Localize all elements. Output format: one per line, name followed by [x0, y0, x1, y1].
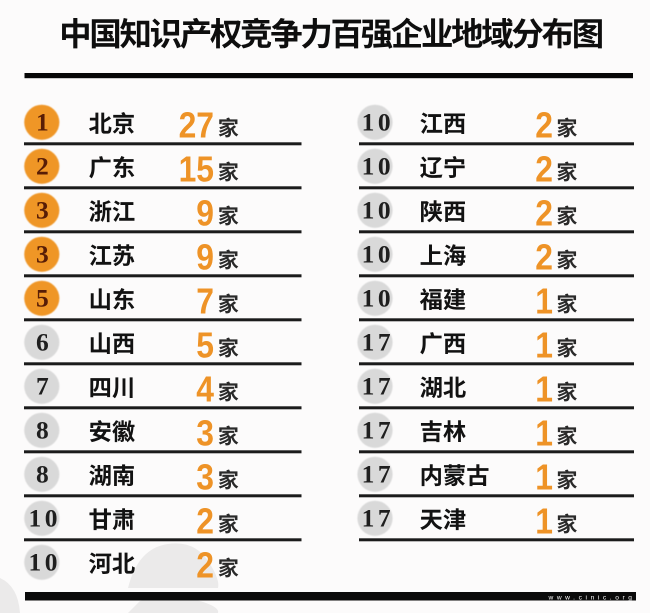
- svg-text:1: 1: [535, 502, 553, 542]
- svg-text:10: 10: [362, 283, 395, 312]
- svg-text:10: 10: [29, 503, 62, 532]
- svg-text:3: 3: [36, 195, 49, 224]
- svg-text:9: 9: [196, 238, 214, 278]
- svg-text:2: 2: [196, 546, 214, 586]
- svg-text:2: 2: [535, 150, 553, 190]
- svg-text:5: 5: [196, 326, 214, 366]
- svg-text:2: 2: [535, 238, 553, 278]
- svg-text:10: 10: [362, 107, 395, 136]
- svg-text:1: 1: [535, 282, 553, 322]
- svg-text:1: 1: [36, 107, 49, 136]
- svg-text:8: 8: [36, 459, 49, 488]
- svg-text:7: 7: [196, 282, 214, 322]
- svg-text:1: 1: [535, 370, 553, 410]
- svg-text:17: 17: [362, 459, 395, 488]
- svg-text:1: 1: [535, 458, 553, 498]
- svg-text:10: 10: [29, 547, 62, 576]
- svg-text:27: 27: [179, 106, 214, 146]
- svg-text:3: 3: [196, 414, 214, 454]
- svg-text:6: 6: [36, 327, 49, 356]
- svg-text:10: 10: [362, 239, 395, 268]
- svg-text:15: 15: [179, 150, 214, 190]
- svg-text:7: 7: [36, 371, 49, 400]
- svg-text:3: 3: [36, 239, 49, 268]
- svg-text:1: 1: [535, 414, 553, 454]
- svg-text:17: 17: [362, 503, 395, 532]
- svg-text:5: 5: [36, 283, 49, 312]
- svg-text:2: 2: [535, 194, 553, 234]
- svg-text:3: 3: [196, 458, 214, 498]
- svg-text:www.cinic.org.: www.cinic.org.: [547, 595, 641, 602]
- svg-text:2: 2: [36, 151, 49, 180]
- svg-text:2: 2: [535, 106, 553, 146]
- svg-text:1: 1: [535, 326, 553, 366]
- svg-text:8: 8: [36, 415, 49, 444]
- svg-text:17: 17: [362, 371, 395, 400]
- svg-text:10: 10: [362, 195, 395, 224]
- svg-text:10: 10: [362, 151, 395, 180]
- svg-text:2: 2: [196, 502, 214, 542]
- svg-text:9: 9: [196, 194, 214, 234]
- svg-text:17: 17: [362, 327, 395, 356]
- svg-text:4: 4: [196, 370, 214, 410]
- svg-text:17: 17: [362, 415, 395, 444]
